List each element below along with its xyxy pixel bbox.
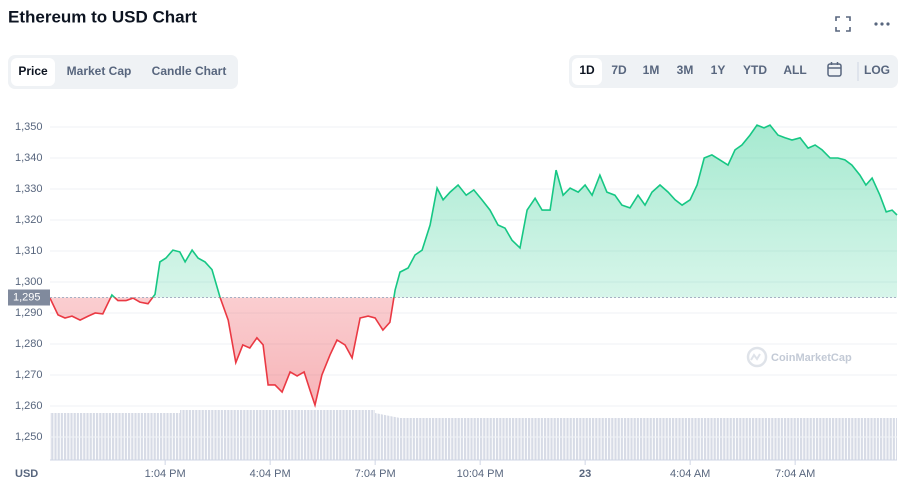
range-button[interactable]: 1Y	[711, 63, 726, 77]
area-down	[50, 297, 897, 406]
tab-button[interactable]: Market Cap	[67, 64, 132, 78]
y-tick-label: 1,260	[15, 400, 43, 412]
x-tick-label: 1:04 PM	[145, 468, 186, 480]
range-button[interactable]: YTD	[743, 63, 767, 77]
range-button[interactable]: 7D	[611, 63, 627, 77]
x-tick-label: 7:04 AM	[775, 468, 815, 480]
y-tick-label: 1,290	[15, 307, 43, 319]
x-tick-label: 4:04 AM	[670, 468, 710, 480]
tab-button[interactable]: Candle Chart	[152, 64, 227, 78]
y-tick-label: 1,330	[15, 183, 43, 195]
y-tick-label: 1,300	[15, 276, 43, 288]
price-line-up	[109, 124, 898, 298]
x-tick-label: 23	[579, 468, 591, 480]
x-tick-label: 4:04 PM	[250, 468, 291, 480]
y-tick-label: 1,310	[15, 245, 43, 257]
y-tick-label: 1,270	[15, 369, 43, 381]
area-up	[50, 125, 897, 298]
y-tick-label: 1,350	[15, 121, 43, 133]
x-tick-label: 10:04 PM	[457, 468, 504, 480]
watermark	[746, 346, 768, 368]
y-tick-label: 1,320	[15, 214, 43, 226]
tab-button[interactable]: Price	[18, 64, 48, 78]
active-range	[572, 58, 602, 85]
range-button[interactable]: 3M	[677, 63, 694, 77]
watermark-text: CoinMarketCap	[771, 352, 852, 364]
y-tick-label: 1,340	[15, 152, 43, 164]
range-button[interactable]: 1D	[579, 63, 595, 77]
y-tick-label: 1,250	[15, 431, 43, 443]
active-tab	[11, 58, 55, 86]
calendar-icon[interactable]	[827, 62, 842, 77]
y-tick-label: 1,280	[15, 338, 43, 350]
baseline-label: 1,295	[13, 291, 41, 303]
range-group	[569, 55, 898, 88]
baseline-label-box	[8, 289, 50, 306]
x-tick-label: 7:04 PM	[355, 468, 396, 480]
more-icon[interactable]	[874, 22, 890, 26]
volume-bars	[50, 410, 897, 460]
currency-label: USD	[15, 468, 38, 480]
range-button[interactable]: 1M	[643, 63, 660, 77]
tab-group	[8, 55, 238, 89]
fullscreen-icon[interactable]	[835, 16, 851, 32]
chart-title: Ethereum to USD Chart	[8, 7, 197, 26]
range-button[interactable]: ALL	[783, 63, 806, 77]
log-button[interactable]: LOG	[864, 63, 890, 77]
